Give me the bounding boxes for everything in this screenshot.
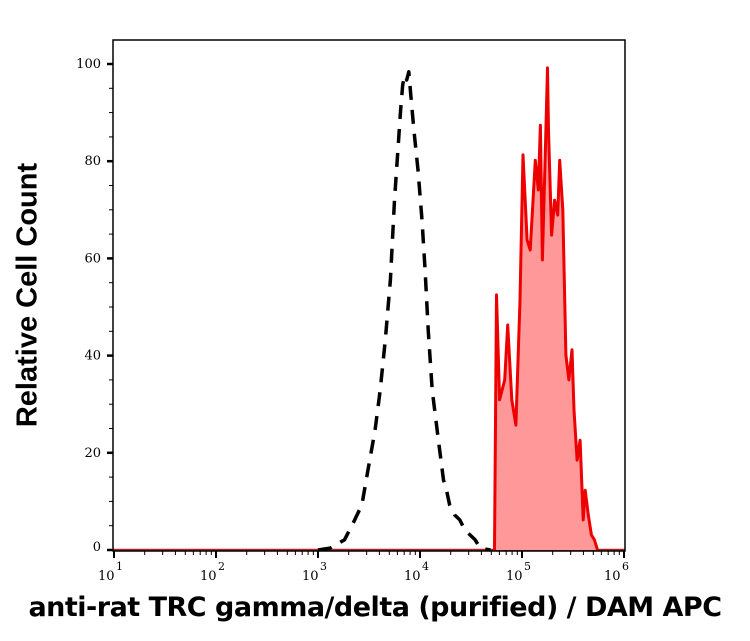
plot-frame	[112, 39, 626, 552]
y-tick-label: 20	[84, 446, 101, 461]
stained-histogram-line	[493, 66, 599, 551]
svg-text:6: 6	[622, 560, 629, 573]
svg-text:10: 10	[200, 569, 217, 584]
x-tick-label: 104	[404, 560, 429, 584]
y-tick-label: 40	[84, 349, 101, 364]
svg-text:1: 1	[116, 560, 123, 573]
y-tick-label: 60	[84, 251, 101, 266]
svg-text:10: 10	[302, 569, 319, 584]
svg-text:3: 3	[320, 560, 327, 573]
svg-text:4: 4	[422, 560, 429, 573]
x-axis-label: anti-rat TRC gamma/delta (purified) / DA…	[28, 592, 722, 623]
control-histogram-line	[317, 70, 491, 552]
plot-series	[113, 66, 625, 552]
svg-text:10: 10	[604, 569, 621, 584]
y-tick-label: 80	[84, 154, 101, 169]
x-tick-label: 102	[200, 560, 225, 584]
svg-text:5: 5	[524, 560, 531, 573]
y-tick-label: 100	[76, 57, 101, 72]
y-axis: 0 20 40 60 80 100	[76, 57, 113, 555]
svg-text:10: 10	[98, 569, 115, 584]
svg-text:10: 10	[506, 569, 523, 584]
svg-text:2: 2	[218, 560, 225, 573]
y-axis-label: Relative Cell Count	[11, 162, 44, 428]
x-tick-label: 105	[506, 560, 531, 584]
x-tick-label: 101	[98, 560, 123, 584]
series-fill	[494, 67, 598, 551]
svg-text:10: 10	[404, 569, 421, 584]
y-tick-label: 0	[93, 540, 101, 555]
x-tick-label: 106	[604, 560, 629, 584]
x-tick-label: 103	[302, 560, 327, 584]
